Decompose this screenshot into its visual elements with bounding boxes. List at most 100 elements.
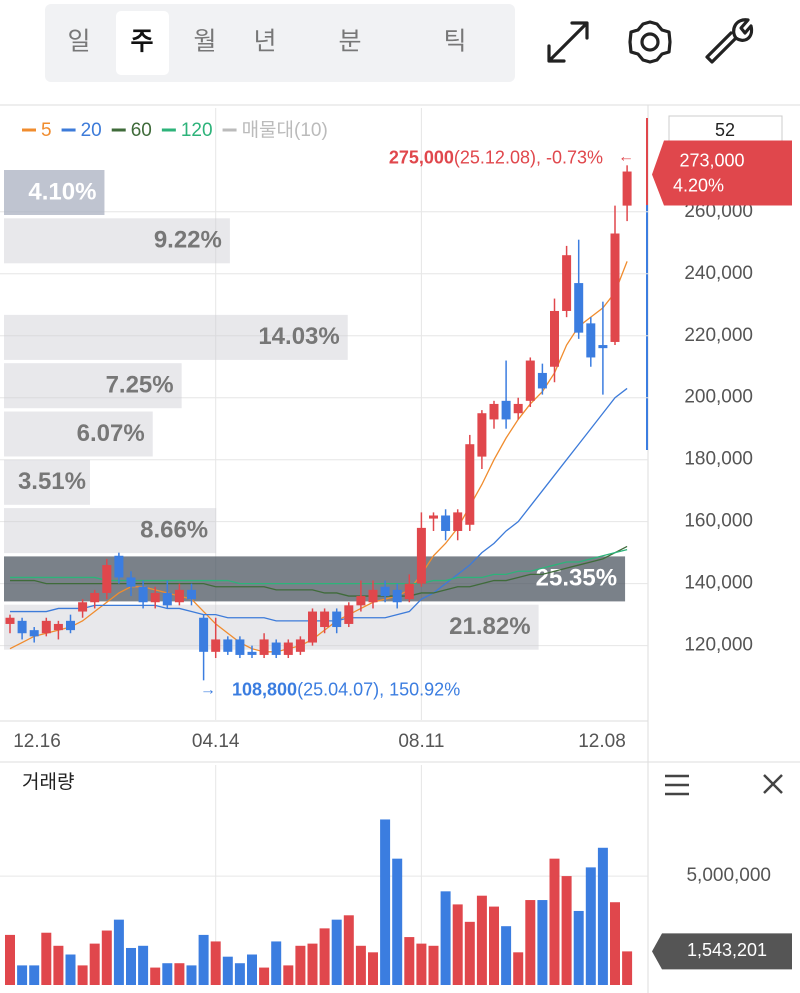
x-tick-label: 08.11 — [398, 731, 444, 752]
candle-body — [174, 589, 184, 603]
volume-bar — [585, 867, 596, 985]
legend-label: 120 — [181, 120, 213, 141]
candle-body — [41, 620, 51, 634]
volume-bar — [561, 876, 572, 985]
volume-bar — [476, 895, 487, 985]
candle-body — [187, 589, 196, 600]
tool-icon[interactable] — [705, 18, 754, 64]
y-tick-label: 180,000 — [684, 449, 753, 470]
tab[interactable]: 일 — [67, 28, 90, 56]
menu-icon[interactable] — [665, 774, 689, 796]
volume-bar — [573, 910, 584, 985]
min-label: 108,800 — [232, 679, 297, 699]
profile-label: 7.25% — [106, 372, 174, 399]
candle-body — [489, 403, 499, 420]
tab[interactable]: 월 — [193, 28, 216, 56]
profile-label: 8.66% — [140, 516, 208, 543]
y-tick-label: 120,000 — [684, 635, 753, 656]
candle-body — [562, 255, 572, 311]
candle-body — [308, 611, 317, 643]
volume-bar — [440, 891, 451, 985]
volume-bar — [126, 947, 136, 985]
volume-bar — [162, 963, 173, 985]
candle-body — [295, 639, 305, 652]
volume-bar — [343, 915, 354, 985]
x-tick-label: 12.08 — [578, 731, 626, 752]
candle-body — [380, 586, 390, 597]
volume-bar — [89, 943, 100, 985]
legend-label: 20 — [81, 120, 102, 141]
volume-bar — [198, 934, 209, 985]
min-annotation: 108,800(25.04.07), 150.92% — [232, 679, 460, 699]
candle-body — [78, 602, 88, 612]
candle-body — [525, 360, 535, 401]
min-note: (25.04.07), 150.92% — [297, 679, 460, 699]
candle-body — [162, 592, 172, 606]
volume-bar — [489, 906, 499, 985]
candle-body — [622, 171, 632, 206]
volume-bar — [186, 965, 197, 985]
legend-label: 매물대(10) — [242, 119, 328, 141]
candle-body — [404, 583, 414, 600]
tab[interactable]: 틱 — [443, 28, 466, 56]
expand-icon[interactable] — [547, 21, 589, 63]
profile-bar — [4, 411, 153, 457]
candle-body — [53, 623, 63, 631]
volume-bar — [501, 926, 512, 985]
candle-body — [211, 639, 221, 652]
tab[interactable]: 년 — [253, 28, 276, 56]
settings-icon[interactable] — [628, 20, 672, 64]
volume-bar — [150, 967, 161, 985]
candle-body — [150, 592, 160, 603]
candle-body — [235, 639, 245, 655]
price-tag — [652, 140, 792, 206]
y-tick-label: 200,000 — [684, 387, 753, 408]
profile-label: 3.51% — [18, 468, 86, 495]
candle-body — [17, 620, 27, 634]
volume-bar — [247, 954, 257, 985]
volume-bar — [610, 902, 620, 985]
candle-body — [102, 565, 112, 593]
candle-body — [90, 592, 100, 603]
candle-body — [392, 589, 402, 603]
candle-body — [477, 413, 487, 457]
candle-body — [271, 642, 281, 655]
profile-bar — [4, 459, 90, 505]
volume-bar — [307, 943, 318, 985]
y-tick-label: 220,000 — [684, 325, 753, 346]
tab[interactable]: 주 — [130, 28, 153, 56]
volume-bar — [452, 904, 463, 985]
close-icon[interactable] — [763, 774, 783, 794]
x-tick-label: 12.16 — [13, 731, 61, 752]
min-arrow: → — [200, 682, 216, 699]
volume-bar — [283, 965, 294, 985]
candle-body — [199, 617, 209, 652]
candle-body — [320, 611, 330, 628]
volume-bar — [513, 952, 524, 985]
candle-body — [537, 372, 547, 389]
y-tick-label: 260,000 — [684, 201, 753, 222]
volume-bar — [29, 965, 40, 985]
max-annotation: 275,000(25.12.08), -0.73% — [389, 147, 603, 167]
candle-body — [441, 515, 451, 531]
candle-body — [332, 611, 342, 628]
volume-bar — [17, 965, 28, 985]
profile-bar — [4, 314, 348, 360]
candle-body — [550, 310, 559, 367]
price-tag-label: 273,000 — [679, 150, 744, 170]
max-note: (25.12.08), -0.73% — [454, 147, 603, 167]
candle-body — [66, 620, 75, 631]
candle-body — [114, 555, 124, 578]
candle-body — [344, 605, 354, 624]
volume-bar — [319, 928, 330, 985]
tab[interactable]: 분 — [338, 28, 361, 56]
candle-body — [138, 586, 148, 603]
candle-body — [283, 642, 293, 655]
candle-body — [598, 345, 608, 349]
volume-bar — [416, 943, 427, 985]
volume-bar — [622, 951, 633, 985]
volume-tag-label: 1,543,201 — [687, 940, 767, 960]
volume-bar — [428, 945, 439, 985]
volume-bar — [368, 952, 378, 985]
volume-bar — [549, 858, 560, 985]
